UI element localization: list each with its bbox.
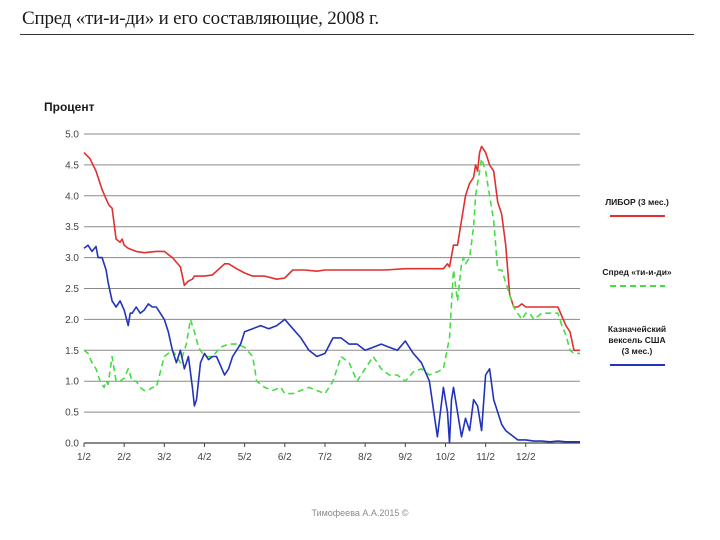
- series-line-2: [83, 157, 580, 395]
- legend-label: вексель США: [608, 335, 665, 345]
- x-tick-label: 2/2: [117, 452, 131, 463]
- legend-label: (3 мес.): [622, 346, 653, 356]
- x-tick-label: 8/2: [358, 452, 372, 463]
- slide-title: Спред «ти-и-ди» и его составляющие, 2008…: [22, 8, 379, 29]
- gridlines: [84, 133, 580, 444]
- y-tick-label: 3.5: [65, 222, 79, 233]
- title-divider: [20, 34, 694, 35]
- x-tick-label: 7/2: [318, 452, 332, 463]
- series-lines: [83, 145, 580, 444]
- y-tick-label: 3.0: [65, 253, 79, 264]
- y-tick-label: 1.5: [65, 346, 79, 357]
- x-tick-labels: 1/2 2/2 3/2 4/2 5/2 6/2 7/2 8/2 9/2 10/2 11/2 12/2: [77, 443, 536, 463]
- y-tick-label: 4.0: [65, 191, 79, 202]
- y-tick-label: 4.5: [65, 160, 79, 171]
- x-tick-label: 10/2: [436, 452, 456, 463]
- y-tick-label: 0.0: [65, 439, 79, 450]
- x-tick-label: 1/2: [77, 452, 91, 463]
- series-line-3: [83, 244, 580, 444]
- legend-label: Спред «ти-и-ди»: [602, 267, 672, 277]
- legend-label: Казначейский: [608, 324, 666, 334]
- x-tick-label: 9/2: [398, 452, 412, 463]
- x-tick-label: 4/2: [198, 452, 212, 463]
- series-line-1: [83, 145, 580, 352]
- y-axis-label: Процент: [44, 100, 95, 114]
- x-tick-label: 11/2: [476, 452, 495, 463]
- y-tick-label: 1.0: [65, 377, 79, 388]
- legend: ЛИБОР (3 мес.) Спред «ти-и-ди» Казначейски…: [602, 197, 672, 366]
- footer-credit: Тимофеева А.А.2015 ©: [311, 508, 409, 518]
- y-tick-label: 2.0: [65, 315, 79, 326]
- x-tick-label: 6/2: [278, 452, 292, 463]
- x-tick-label: 5/2: [238, 452, 252, 463]
- y-tick-label: 0.5: [65, 408, 79, 419]
- legend-label: ЛИБОР (3 мес.): [605, 197, 669, 207]
- x-tick-label: 12/2: [516, 452, 536, 463]
- y-tick-label: 5.0: [65, 130, 79, 141]
- y-tick-label: 2.5: [65, 284, 79, 295]
- x-tick-label: 3/2: [157, 452, 171, 463]
- y-tick-labels: 0.0 0.5 1.0 1.5 2.0 2.5 3.0 3.5 4.0 4.5 5.0: [65, 130, 79, 450]
